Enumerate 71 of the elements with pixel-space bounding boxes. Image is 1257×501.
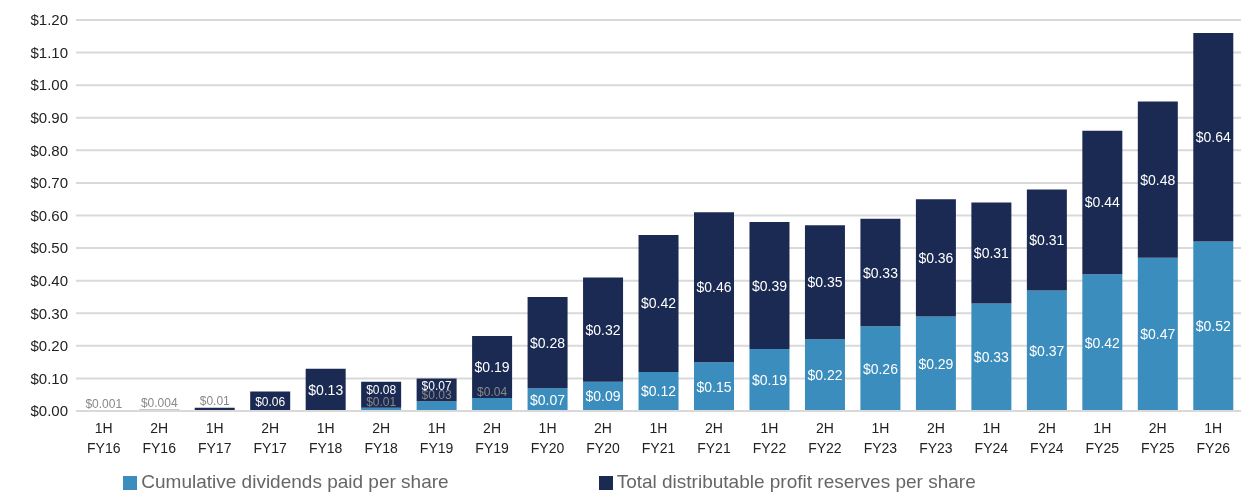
data-label: $0.06 — [255, 395, 286, 410]
data-label: $0.36 — [918, 249, 954, 266]
x-tick-label: 1H FY25 — [1085, 420, 1120, 456]
data-label: $0.01 — [366, 394, 397, 409]
data-label: $0.004 — [140, 395, 178, 410]
data-label: $0.19 — [751, 372, 788, 389]
y-tick-label: $0.60 — [30, 206, 68, 224]
data-label: $0.07 — [530, 391, 566, 408]
legend-label: Total distributable profit reserves per share — [616, 471, 976, 492]
x-tick-label: 2H FY22 — [808, 420, 842, 456]
y-tick-label: $0.00 — [30, 402, 68, 420]
data-label: $0.26 — [862, 360, 899, 377]
data-label: $0.31 — [973, 244, 1010, 261]
data-label: $0.47 — [1140, 326, 1176, 343]
x-tick-label: 2H FY20 — [586, 420, 620, 456]
data-label: $0.44 — [1084, 194, 1121, 211]
data-label: $0.15 — [696, 378, 732, 395]
data-label: $0.33 — [862, 264, 899, 281]
data-label: $0.31 — [1029, 231, 1065, 248]
x-tick-label: 2H FY19 — [475, 420, 510, 456]
y-tick-label: $1.00 — [30, 76, 68, 94]
x-tick-label: 1H FY16 — [87, 420, 121, 456]
x-tick-label: 1H FY17 — [197, 420, 232, 456]
y-tick-label: $1.20 — [30, 11, 68, 29]
x-tick-label: 1H FY22 — [752, 420, 787, 456]
data-label: $0.39 — [751, 277, 788, 294]
x-tick-label: 2H FY23 — [919, 420, 953, 456]
data-label: $0.19 — [474, 359, 510, 376]
x-tick-label: 1H FY19 — [419, 420, 454, 456]
y-tick-label: $0.90 — [30, 109, 68, 127]
x-tick-label: 2H FY25 — [1141, 420, 1175, 456]
legend-label: Cumulative dividends paid per share — [141, 471, 449, 492]
data-label: $0.08 — [366, 382, 397, 397]
x-tick-label: 1H FY23 — [863, 420, 898, 456]
data-label: $0.29 — [918, 355, 954, 372]
data-label: $0.46 — [696, 279, 732, 296]
data-label: $0.64 — [1195, 129, 1232, 146]
data-label: $0.13 — [308, 381, 344, 398]
data-label: $0.33 — [973, 349, 1010, 366]
y-tick-label: $0.20 — [30, 337, 68, 355]
data-label: $0.01 — [199, 393, 231, 408]
x-tick-label: 1H FY24 — [974, 420, 1009, 456]
data-label: $0.001 — [85, 396, 123, 411]
y-tick-label: $1.10 — [30, 43, 68, 61]
data-label: $0.52 — [1195, 318, 1232, 335]
x-tick-label: 2H FY17 — [253, 420, 288, 456]
data-label: $0.04 — [477, 384, 508, 399]
y-tick-label: $0.70 — [30, 174, 68, 192]
data-label: $0.12 — [641, 383, 677, 400]
y-tick-label: $0.40 — [30, 271, 68, 289]
data-label: $0.28 — [530, 334, 566, 351]
y-tick-label: $0.10 — [30, 369, 68, 387]
x-tick-label: 1H FY20 — [530, 420, 565, 456]
data-label: $0.09 — [585, 388, 621, 405]
data-label: $0.42 — [641, 295, 677, 312]
y-tick-label: $0.50 — [30, 239, 68, 257]
data-label: $0.48 — [1140, 171, 1176, 188]
data-label: $0.22 — [807, 367, 843, 384]
x-tick-label: 1H FY18 — [308, 420, 343, 456]
data-label: $0.32 — [585, 321, 621, 338]
x-tick-label: 1H FY26 — [1196, 420, 1231, 456]
x-tick-label: 2H FY16 — [142, 420, 177, 456]
x-tick-label: 1H FY21 — [641, 420, 676, 456]
data-label: $0.37 — [1029, 342, 1065, 359]
data-label: $0.42 — [1084, 334, 1121, 351]
x-tick-label: 2H FY21 — [697, 420, 731, 456]
y-tick-label: $0.30 — [30, 304, 68, 322]
x-tick-label: 2H FY24 — [1030, 420, 1064, 456]
y-tick-label: $0.80 — [30, 141, 68, 159]
x-tick-label: 2H FY18 — [364, 420, 399, 456]
data-label: $0.35 — [807, 274, 843, 291]
